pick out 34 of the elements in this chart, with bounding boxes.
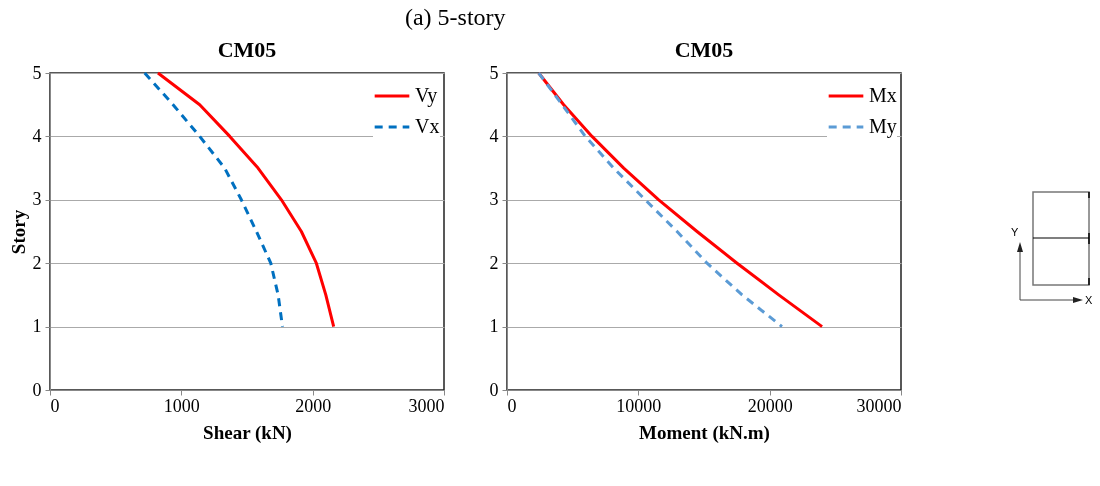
y-tick-label: 4 — [489, 125, 499, 146]
x-tick-label: 30000 — [856, 395, 902, 416]
y-tick-label: 0 — [32, 379, 42, 400]
y-tick-label: 1 — [489, 316, 499, 337]
x-tick-label: 20000 — [747, 395, 793, 416]
y-tick-label: 3 — [489, 189, 499, 210]
y-axis-title: Story — [7, 209, 29, 255]
y-tick-label: 3 — [32, 189, 42, 210]
legend-label: My — [869, 115, 897, 138]
x-axis-title: Moment (kN.m) — [639, 421, 770, 444]
x-axis-title: Shear (kN) — [203, 421, 292, 444]
y-tick-label: 5 — [489, 62, 499, 83]
x-tick-label: 10000 — [616, 395, 662, 416]
y-tick-label: 2 — [32, 252, 42, 273]
chart-title: CM05 — [674, 37, 734, 62]
text: Y — [1011, 226, 1019, 238]
legend-label: Vx — [415, 115, 440, 137]
text: X — [1085, 294, 1093, 306]
text: (a) 5-story — [404, 4, 506, 31]
legend-label: Mx — [869, 84, 897, 106]
line-series — [143, 71, 284, 329]
x-tick-label: 3000 — [408, 395, 445, 416]
y-tick-label: 1 — [32, 316, 42, 337]
y-tick-label: 5 — [32, 62, 42, 83]
x-tick-label: 2000 — [295, 395, 332, 416]
y-tick-label: 0 — [489, 379, 499, 400]
chart-title: CM05 — [217, 37, 277, 62]
y-tick-label: 4 — [32, 125, 42, 146]
y-tick-label: 2 — [489, 252, 499, 273]
legend-label: Vy — [415, 84, 438, 107]
line-series — [156, 71, 336, 329]
x-tick-label: 0 — [507, 395, 517, 416]
x-tick-label: 0 — [50, 395, 60, 416]
x-tick-label: 1000 — [163, 395, 200, 416]
